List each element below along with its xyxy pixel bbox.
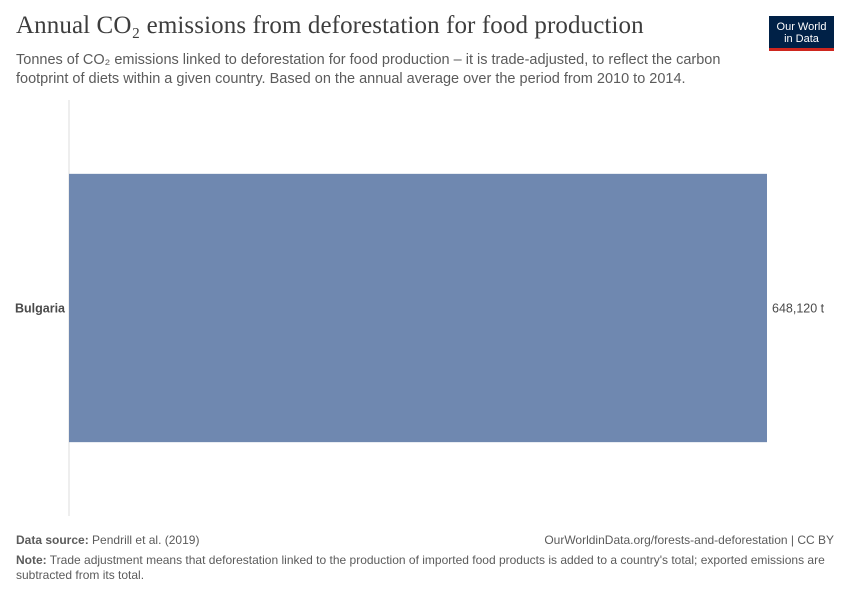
logo-line-1: Our World <box>776 20 827 33</box>
category-label: Bulgaria <box>15 302 66 316</box>
chart-subtitle: Tonnes of CO₂ emissions linked to defore… <box>16 52 721 87</box>
owid-logo[interactable]: Our World in Data <box>769 16 834 51</box>
data-source: Data source: Pendrill et al. (2019) <box>16 533 199 548</box>
value-label: 648,120 t <box>772 302 825 316</box>
chart-title: Annual CO₂ emissions from deforestation … <box>16 12 644 39</box>
bar-bulgaria[interactable] <box>69 173 767 443</box>
source-url[interactable]: OurWorldinData.org/forests-and-deforesta… <box>544 533 834 547</box>
source-value[interactable]: Pendrill et al. (2019) <box>92 533 200 547</box>
source-label: Data source: <box>16 533 89 547</box>
note-text: Trade adjustment means that deforestatio… <box>16 553 825 582</box>
logo-line-2: in Data <box>784 32 819 45</box>
note: Note: Trade adjustment means that defore… <box>16 553 826 583</box>
note-label: Note: <box>16 553 47 567</box>
